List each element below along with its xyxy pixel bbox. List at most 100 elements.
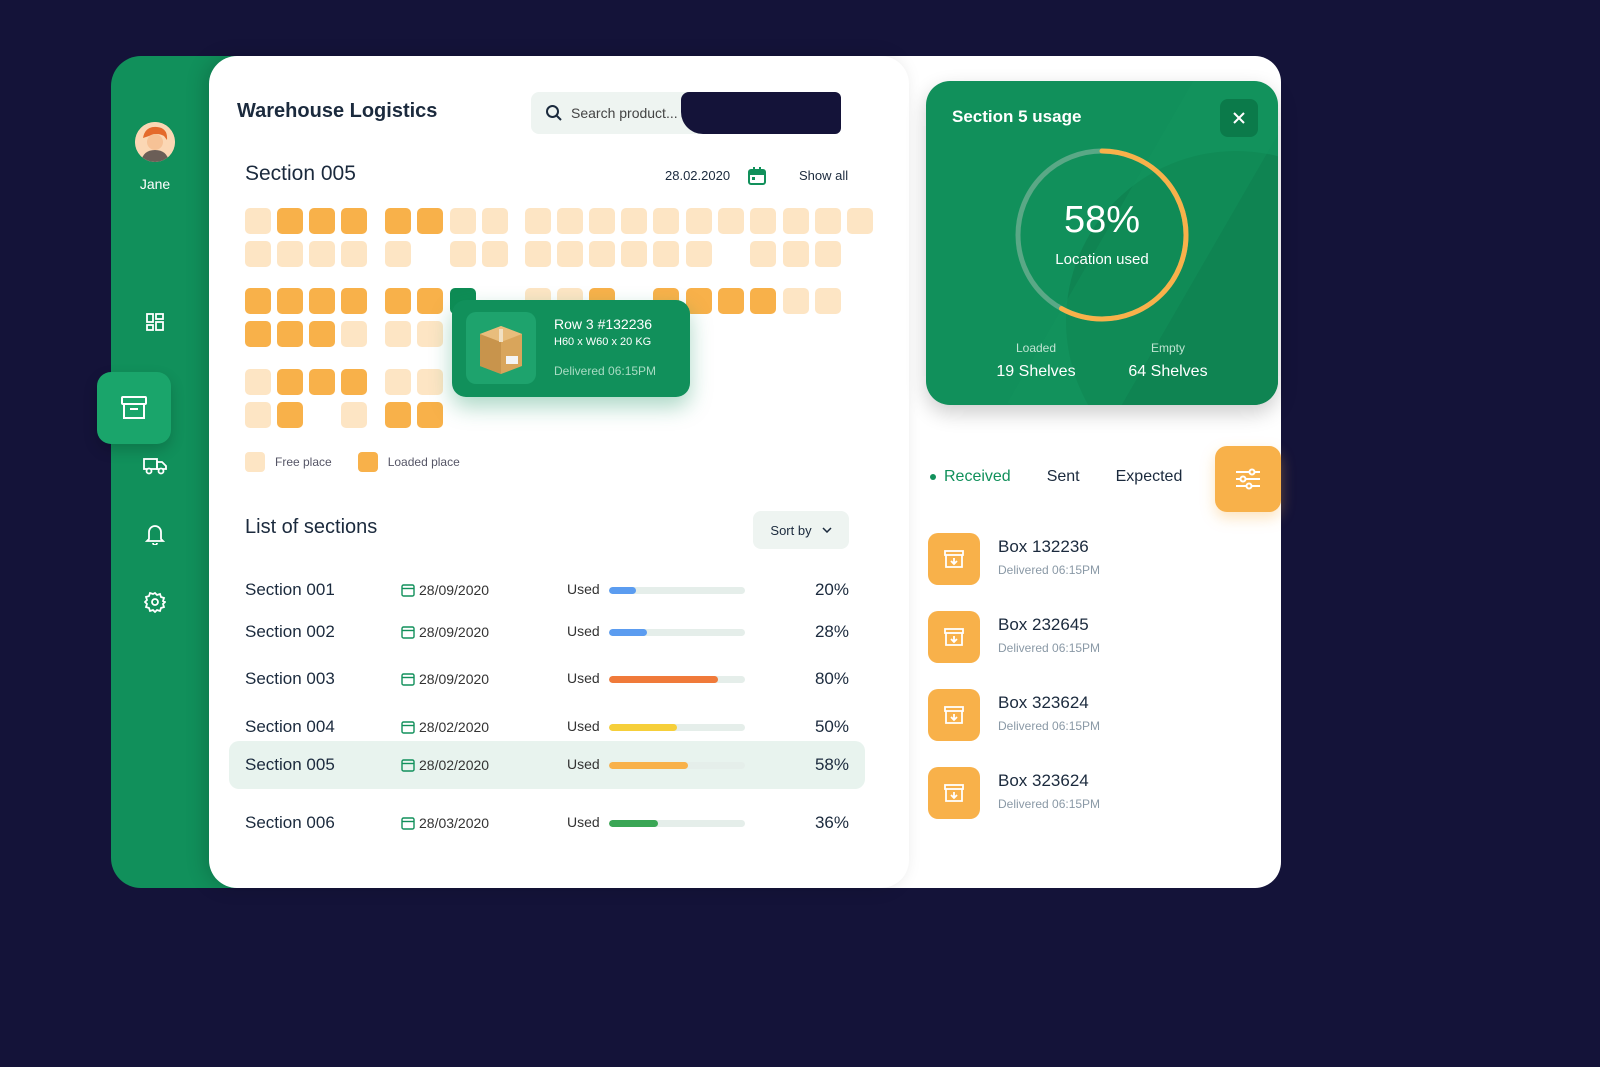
table-row[interactable]: Section 002 28/09/2020 Used 28% <box>229 608 865 656</box>
shelf-cell-loaded[interactable] <box>417 288 443 314</box>
shelf-cell-loaded[interactable] <box>309 321 335 347</box>
shelf-cell-loaded[interactable] <box>341 369 367 395</box>
shelf-cell-free[interactable] <box>589 208 615 234</box>
shelf-cell-loaded[interactable] <box>277 208 303 234</box>
shelf-cell-loaded[interactable] <box>309 369 335 395</box>
truck-icon[interactable] <box>139 450 171 482</box>
shelf-cell-loaded[interactable] <box>341 208 367 234</box>
shelf-cell-free[interactable] <box>450 241 476 267</box>
shelf-cell-free[interactable] <box>482 208 508 234</box>
shelf-cell-free[interactable] <box>309 241 335 267</box>
table-row[interactable]: Section 006 28/03/2020 Used 36% <box>229 799 865 847</box>
shelf-cell-free[interactable] <box>783 288 809 314</box>
close-button[interactable] <box>1220 99 1258 137</box>
shelf-cell-loaded[interactable] <box>417 208 443 234</box>
shelf-cell-free[interactable] <box>557 241 583 267</box>
chevron-down-icon <box>822 527 832 533</box>
shelf-cell-free[interactable] <box>847 208 873 234</box>
shelf-cell-loaded[interactable] <box>277 402 303 428</box>
shelf-cell-free[interactable] <box>815 288 841 314</box>
shelf-cell-free[interactable] <box>417 321 443 347</box>
shelf-cell-free[interactable] <box>417 369 443 395</box>
progress-fill <box>609 587 637 594</box>
shelf-cell-free[interactable] <box>277 241 303 267</box>
shelf-cell-free[interactable] <box>245 208 271 234</box>
archive-nav-button[interactable] <box>97 372 171 444</box>
shelf-cell-loaded[interactable] <box>277 288 303 314</box>
table-row[interactable]: Section 003 28/09/2020 Used 80% <box>229 655 865 703</box>
shelf-cell-free[interactable] <box>450 208 476 234</box>
shelf-cell-loaded[interactable] <box>245 321 271 347</box>
shelf-cell-loaded[interactable] <box>277 369 303 395</box>
tab-expected[interactable]: Expected <box>1115 468 1183 485</box>
table-row[interactable]: Section 001 28/09/2020 Used 20% <box>229 566 865 614</box>
shelf-cell-loaded[interactable] <box>417 402 443 428</box>
shelf-cell-free[interactable] <box>686 208 712 234</box>
shelf-cell-loaded[interactable] <box>750 288 776 314</box>
box-image <box>466 312 536 384</box>
loaded-value: 19 Shelves <box>996 363 1076 380</box>
table-row[interactable]: Section 004 28/02/2020 Used 50% <box>229 703 865 751</box>
shelf-cell-loaded[interactable] <box>245 288 271 314</box>
gear-icon[interactable] <box>139 586 171 618</box>
shelf-cell-loaded[interactable] <box>341 288 367 314</box>
shelf-cell-free[interactable] <box>482 241 508 267</box>
shelf-cell-loaded[interactable] <box>277 321 303 347</box>
shelf-cell-free[interactable] <box>750 208 776 234</box>
shelf-cell-loaded[interactable] <box>385 288 411 314</box>
search-input[interactable] <box>571 105 691 121</box>
shelf-cell-loaded[interactable] <box>309 208 335 234</box>
usage-subtitle: Location used <box>1055 251 1149 268</box>
progress-fill <box>609 762 688 769</box>
usage-percent: 58% <box>1063 199 1141 241</box>
shelf-cell-free[interactable] <box>245 241 271 267</box>
table-row[interactable]: Section 005 28/02/2020 Used 58% <box>229 741 865 789</box>
shelf-cell-free[interactable] <box>245 402 271 428</box>
shelf-cell-free[interactable] <box>341 321 367 347</box>
shelf-cell-free[interactable] <box>783 241 809 267</box>
tab-received[interactable]: Received <box>930 468 1011 486</box>
shelf-cell-free[interactable] <box>815 208 841 234</box>
list-item[interactable]: Box 323624 Delivered 06:15PM <box>928 767 1228 823</box>
shelf-cell-free[interactable] <box>686 241 712 267</box>
shelf-cell-free[interactable] <box>341 241 367 267</box>
sort-button[interactable]: Sort by <box>753 511 849 549</box>
shelf-cell-free[interactable] <box>750 241 776 267</box>
list-item[interactable]: Box 132236 Delivered 06:15PM <box>928 533 1228 589</box>
shelf-cell-free[interactable] <box>385 241 411 267</box>
filter-button[interactable] <box>1215 446 1281 512</box>
list-item[interactable]: Box 323624 Delivered 06:15PM <box>928 689 1228 745</box>
shelf-cell-free[interactable] <box>245 369 271 395</box>
shelf-cell-loaded[interactable] <box>385 208 411 234</box>
shelf-cell-free[interactable] <box>557 208 583 234</box>
shelf-cell-loaded[interactable] <box>385 402 411 428</box>
shelf-cell-free[interactable] <box>815 241 841 267</box>
shelf-cell-loaded[interactable] <box>686 288 712 314</box>
shelf-cell-free[interactable] <box>621 241 647 267</box>
shelf-cell-free[interactable] <box>718 208 744 234</box>
show-all-link[interactable]: Show all <box>799 168 849 183</box>
shelf-cell-free[interactable] <box>385 321 411 347</box>
legend-free-label: Free place <box>275 455 332 469</box>
shelf-cell-free[interactable] <box>589 241 615 267</box>
shelf-cell-loaded[interactable] <box>718 288 744 314</box>
shelf-cell-free[interactable] <box>525 208 551 234</box>
shelf-tooltip: Row 3 #132236 H60 x W60 x 20 KG Delivere… <box>452 300 690 397</box>
shelf-cell-free[interactable] <box>525 241 551 267</box>
shelf-cell-free[interactable] <box>653 208 679 234</box>
shelf-cell-free[interactable] <box>653 241 679 267</box>
box-name: Box 323624 <box>998 771 1089 790</box>
shelf-cell-free[interactable] <box>783 208 809 234</box>
list-item[interactable]: Box 232645 Delivered 06:15PM <box>928 611 1228 667</box>
bell-icon[interactable] <box>139 518 171 550</box>
shelf-cell-free[interactable] <box>621 208 647 234</box>
calendar-icon[interactable] <box>747 166 767 186</box>
shelf-cell-free[interactable] <box>385 369 411 395</box>
avatar[interactable] <box>135 122 175 162</box>
box-name: Box 132236 <box>998 537 1089 556</box>
dashboard-icon[interactable] <box>139 306 171 338</box>
tab-sent[interactable]: Sent <box>1046 468 1080 485</box>
search-bar[interactable] <box>531 92 841 134</box>
shelf-cell-free[interactable] <box>341 402 367 428</box>
shelf-cell-loaded[interactable] <box>309 288 335 314</box>
